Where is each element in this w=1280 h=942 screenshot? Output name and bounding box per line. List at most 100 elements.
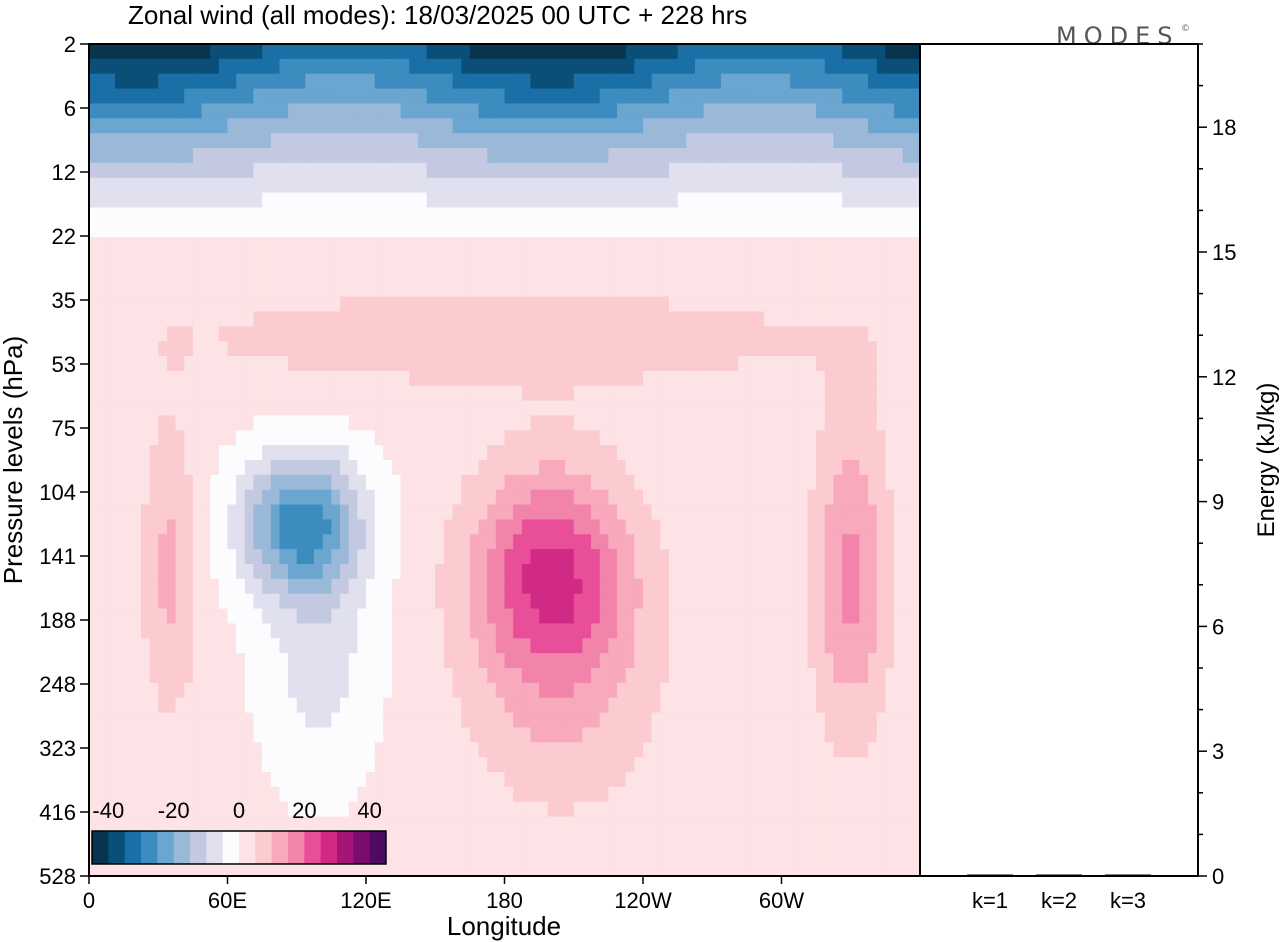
heatmap-cell [625, 772, 635, 788]
heatmap-cell [366, 445, 376, 461]
heatmap-cell [340, 88, 350, 105]
heatmap-cell [712, 296, 722, 313]
heatmap-cell [279, 578, 289, 595]
heatmap-cell [391, 162, 402, 179]
heatmap-cell [487, 73, 497, 90]
heatmap-cell [366, 266, 376, 283]
heatmap-cell [426, 296, 436, 313]
heatmap-cell [573, 653, 584, 669]
heatmap-cell [660, 445, 670, 461]
heatmap-cell [296, 148, 307, 164]
heatmap-cell [426, 118, 436, 134]
heatmap-cell [755, 207, 765, 223]
heatmap-cell [262, 653, 272, 669]
heatmap-cell [781, 653, 791, 669]
heatmap-cell [469, 103, 480, 119]
heatmap-cell [236, 460, 246, 476]
heatmap-cell [894, 133, 904, 149]
heatmap-cell [660, 489, 670, 506]
heatmap-cell [720, 742, 731, 758]
heatmap-cell [296, 162, 307, 179]
heatmap-cell [443, 474, 454, 491]
heatmap-cell [530, 623, 540, 639]
heatmap-cell [409, 237, 419, 253]
heatmap-cell [842, 281, 852, 298]
heatmap-cell [296, 801, 307, 818]
heatmap-cell [634, 682, 644, 699]
heatmap-cell [582, 593, 592, 610]
heatmap-cell [902, 712, 912, 729]
heatmap-cell [469, 712, 480, 729]
heatmap-cell [833, 385, 843, 402]
heatmap-cell [305, 489, 315, 506]
heatmap-cell [175, 44, 185, 60]
heatmap-cell [582, 341, 592, 357]
heatmap-cell [305, 296, 315, 313]
heatmap-cell [305, 311, 315, 327]
heatmap-cell [694, 252, 705, 268]
heatmap-cell [435, 460, 445, 476]
heatmap-cell [894, 772, 904, 788]
heatmap-cell [755, 222, 765, 238]
heatmap-cell [859, 222, 869, 238]
heatmap-cell [478, 133, 488, 149]
heatmap-cell [556, 712, 566, 729]
heatmap-cell [599, 415, 609, 431]
heatmap-cell [426, 653, 436, 669]
heatmap-cell [322, 177, 332, 194]
heatmap-cell [798, 712, 809, 729]
heatmap-cell [236, 222, 246, 238]
heatmap-cell [703, 118, 713, 134]
heatmap-cell [114, 88, 125, 105]
heatmap-cell [478, 801, 488, 818]
heatmap-cell [513, 266, 523, 283]
heatmap-cell [824, 445, 835, 461]
heatmap-cell [461, 162, 471, 179]
heatmap-cell [686, 400, 696, 417]
heatmap-cell [391, 549, 402, 565]
heatmap-cell [859, 252, 869, 268]
heatmap-cell [469, 385, 480, 402]
heatmap-cell [469, 370, 480, 387]
heatmap-cell [902, 400, 912, 417]
heatmap-cell [400, 608, 410, 625]
heatmap-cell [348, 593, 358, 610]
heatmap-cell [305, 801, 315, 818]
heatmap-cell [894, 400, 904, 417]
heatmap-cell [816, 281, 826, 298]
heatmap-cell [556, 653, 566, 669]
heatmap-cell [868, 177, 878, 194]
heatmap-cell [140, 88, 151, 105]
heatmap-cell [357, 103, 367, 119]
heatmap-cell [790, 460, 800, 476]
heatmap-cell [617, 801, 627, 818]
heatmap-cell [677, 207, 687, 223]
heatmap-cell [565, 430, 575, 446]
heatmap-cell [911, 133, 920, 149]
heatmap-cell [158, 266, 168, 283]
heatmap-cell [738, 207, 748, 223]
heatmap-cell [712, 638, 722, 654]
heatmap-cell [807, 653, 817, 669]
heatmap-cell [305, 281, 315, 298]
heatmap-cell [703, 44, 713, 60]
heatmap-cell [253, 534, 263, 550]
heatmap-cell [296, 682, 307, 699]
heatmap-cell [694, 712, 705, 729]
heatmap-cell [807, 162, 817, 179]
heatmap-cell [720, 445, 731, 461]
heatmap-cell [340, 148, 350, 164]
heatmap-cell [435, 341, 445, 357]
heatmap-cell [331, 222, 341, 238]
heatmap-cell [539, 356, 549, 372]
heatmap-cell [755, 549, 765, 565]
heatmap-cell [816, 88, 826, 105]
heatmap-cell [539, 326, 549, 342]
heatmap-cell [764, 430, 774, 446]
heatmap-cell [790, 519, 800, 535]
heatmap-cell [348, 281, 358, 298]
heatmap-cell [850, 326, 861, 342]
heatmap-cell [894, 296, 904, 313]
heatmap-cell [374, 593, 384, 610]
heatmap-cell [677, 772, 687, 788]
